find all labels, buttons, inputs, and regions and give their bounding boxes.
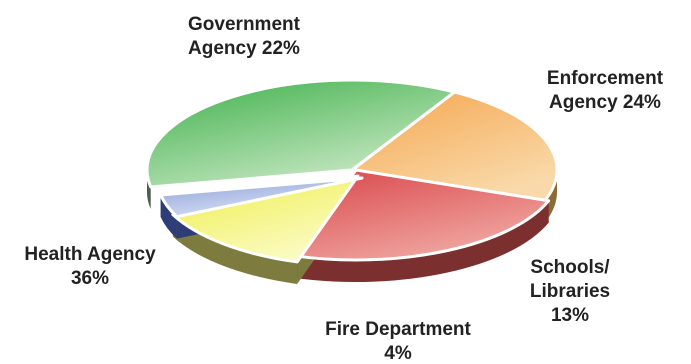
label-government-line: Government: [188, 14, 301, 35]
pie-slice-government: [350, 90, 559, 203]
label-schools-line: Schools/: [530, 257, 610, 278]
label-health-line: Health Agency: [24, 244, 156, 265]
label-government: Government Agency 22%: [188, 14, 301, 59]
pie-slice-schools: [171, 174, 360, 264]
label-schools-line: Libraries: [530, 281, 610, 302]
pie-slice-health: [145, 78, 456, 189]
pie-slice-enforcement: [293, 168, 551, 262]
label-health: Health Agency 36%: [24, 244, 156, 289]
label-schools: Schools/Libraries 13%: [530, 257, 610, 326]
pie-side-enforcement: [295, 200, 549, 282]
label-fire-line: 4%: [384, 343, 412, 364]
label-government-line: Agency 22%: [188, 38, 300, 59]
label-enforcement-line: Enforcement: [547, 68, 664, 89]
label-schools-line: 13%: [551, 305, 589, 326]
pie-slice-fire: [159, 176, 364, 219]
label-fire-line: Fire Department: [325, 319, 471, 340]
label-fire: Fire Department 4%: [325, 319, 471, 364]
label-health-line: 36%: [71, 268, 109, 289]
label-enforcement-line: Agency 24%: [549, 92, 661, 113]
label-enforcement: Enforcement Agency 24%: [547, 68, 664, 113]
